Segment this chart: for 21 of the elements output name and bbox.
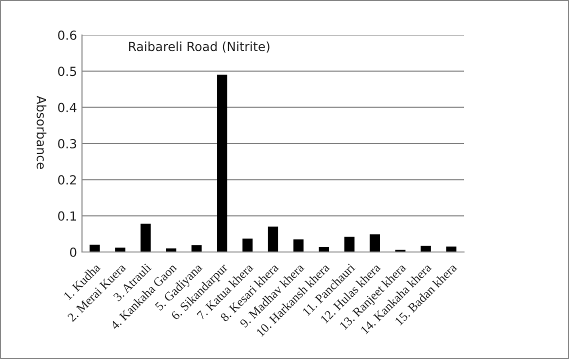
bar bbox=[242, 238, 253, 252]
y-tick-label: 0.4 bbox=[58, 102, 76, 112]
bar bbox=[268, 226, 278, 252]
bar bbox=[216, 74, 228, 252]
bar bbox=[293, 239, 304, 252]
y-tick-label: 0.3 bbox=[58, 138, 76, 148]
y-tick-label: 0.5 bbox=[58, 66, 76, 76]
bar bbox=[420, 246, 431, 252]
chart-title: Raibareli Road (Nitrite) bbox=[129, 42, 270, 53]
bar bbox=[115, 248, 126, 252]
bar bbox=[446, 246, 456, 252]
bar bbox=[370, 234, 380, 252]
y-tick-label: 0.6 bbox=[58, 30, 76, 40]
y-tick-label: 0 bbox=[70, 247, 76, 257]
bar bbox=[344, 236, 354, 252]
bar bbox=[140, 224, 151, 252]
y-tick-label: 0.2 bbox=[58, 175, 76, 185]
y-tick-label: 0.1 bbox=[58, 211, 76, 221]
y-axis-title: Absorbance bbox=[36, 96, 46, 169]
bar bbox=[192, 245, 202, 252]
bar bbox=[90, 244, 100, 252]
